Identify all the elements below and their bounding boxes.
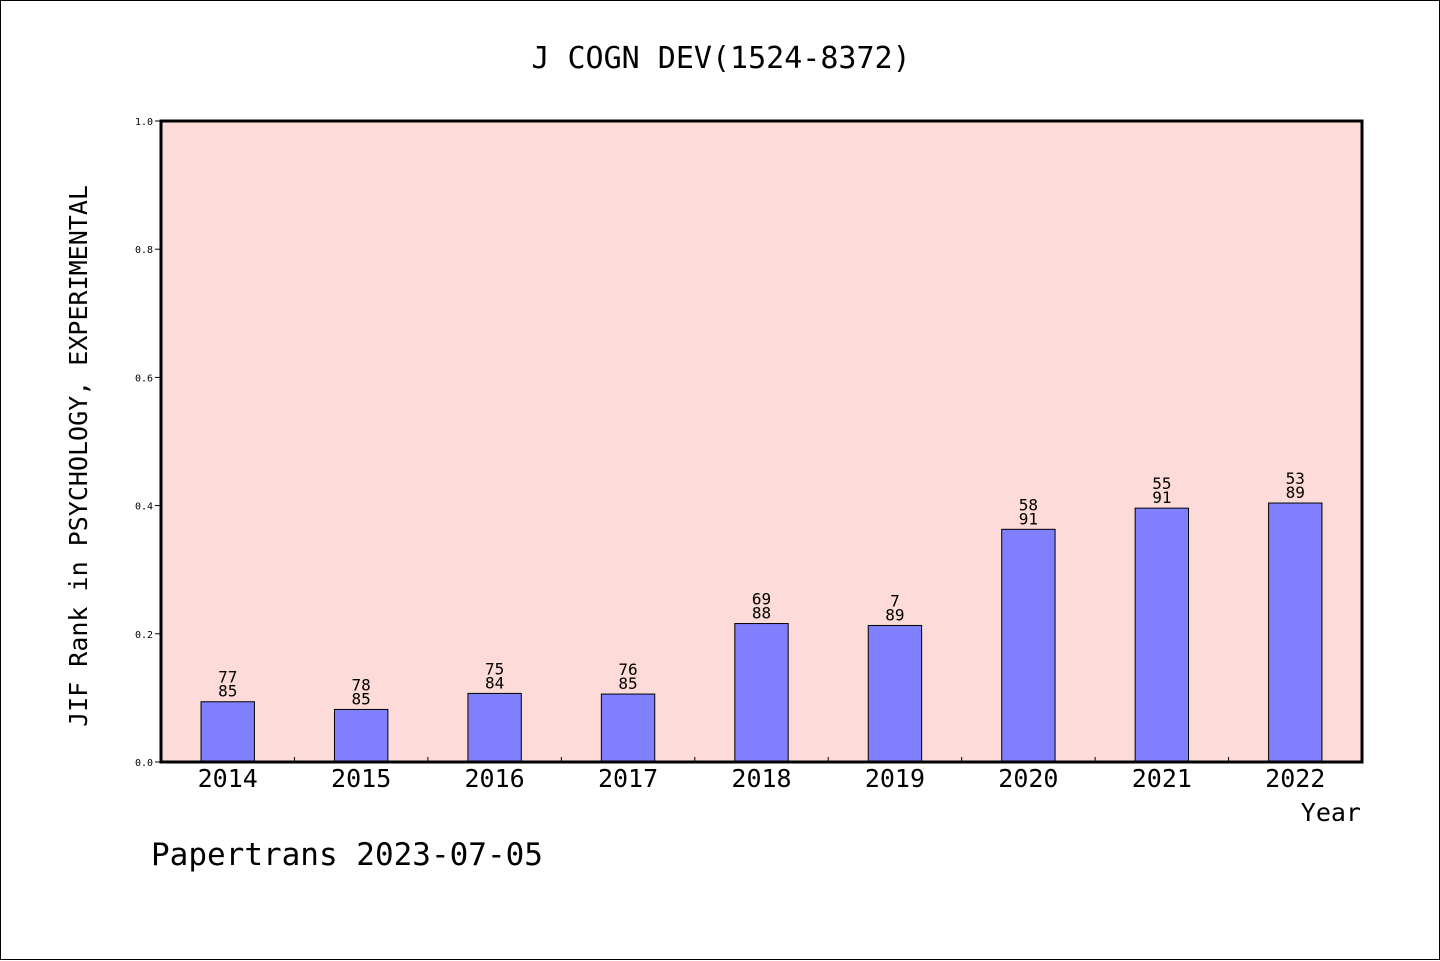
bar-label-2019-2: 89 — [885, 605, 904, 624]
y-axis: 0.0 0.2 0.4 0.6 0.8 1.0 — [135, 117, 161, 769]
x-tick-label-2021: 2021 — [1132, 764, 1192, 793]
bar-label-2016-2: 84 — [485, 673, 504, 692]
y-tick-label-0.2: 0.2 — [135, 630, 153, 641]
bar-label-2022-2: 89 — [1286, 483, 1305, 502]
x-tick-label-2022: 2022 — [1265, 764, 1325, 793]
x-tick-label-2016: 2016 — [465, 764, 525, 793]
x-tick-label-2015: 2015 — [331, 764, 391, 793]
bar-2014 — [200, 701, 255, 763]
x-tick-label-2017: 2017 — [598, 764, 658, 793]
bar-label-2019-1: 7 — [890, 591, 900, 610]
x-tick-label-2019: 2019 — [865, 764, 925, 793]
bar-label-2018-2: 88 — [752, 604, 771, 623]
plot-border — [159, 119, 1364, 764]
y-axis-label: JIF Rank in PSYCHOLOGY, EXPERIMENTAL — [64, 185, 93, 727]
bar-2020 — [1001, 528, 1056, 763]
x-tick-label-2020: 2020 — [998, 764, 1058, 793]
bar-label-2014-1: 77 — [218, 668, 237, 687]
bar-label-2020-2: 91 — [1019, 509, 1038, 528]
y-tick-label-1.0: 1.0 — [135, 117, 153, 128]
credit-text: Papertrans 2023-07-05 — [151, 837, 543, 873]
bar-2022 — [1268, 502, 1323, 763]
bar-label-2018-1: 69 — [752, 590, 771, 609]
bar-2015 — [333, 708, 389, 763]
bar-label-2014-2: 85 — [218, 682, 237, 701]
bar-label-2021-1: 55 — [1152, 474, 1171, 493]
bar-label-2016-1: 75 — [485, 659, 504, 678]
chart-title: J COGN DEV(1524-8372) — [531, 41, 910, 76]
x-tick-label-2018: 2018 — [731, 764, 791, 793]
x-tick-label-2014: 2014 — [198, 764, 258, 793]
bar-label-2022-1: 53 — [1286, 469, 1305, 488]
bar-2016 — [467, 692, 522, 763]
bars-group — [200, 502, 1323, 763]
x-axis: 2014 2015 2016 2017 2018 2019 2020 2021 2022 — [198, 757, 1325, 793]
bar-label-2017-2: 85 — [618, 674, 637, 693]
bar-2018 — [734, 623, 789, 763]
y-tick-label-0.8: 0.8 — [135, 245, 153, 256]
bar-2019 — [867, 624, 923, 763]
bar-2017 — [600, 693, 656, 763]
y-tick-label-0.6: 0.6 — [135, 373, 153, 384]
bar-label-2015-2: 85 — [352, 689, 371, 708]
y-tick-label-0.0: 0.0 — [135, 758, 153, 769]
bar-label-2015-1: 78 — [352, 675, 371, 694]
bar-label-2021-2: 91 — [1152, 488, 1171, 507]
bar-label-2017-1: 76 — [618, 660, 637, 679]
bar-2021 — [1134, 507, 1190, 763]
x-axis-label: Year — [1301, 798, 1361, 827]
y-tick-label-0.4: 0.4 — [135, 502, 153, 513]
bar-label-2020-1: 58 — [1019, 495, 1038, 514]
